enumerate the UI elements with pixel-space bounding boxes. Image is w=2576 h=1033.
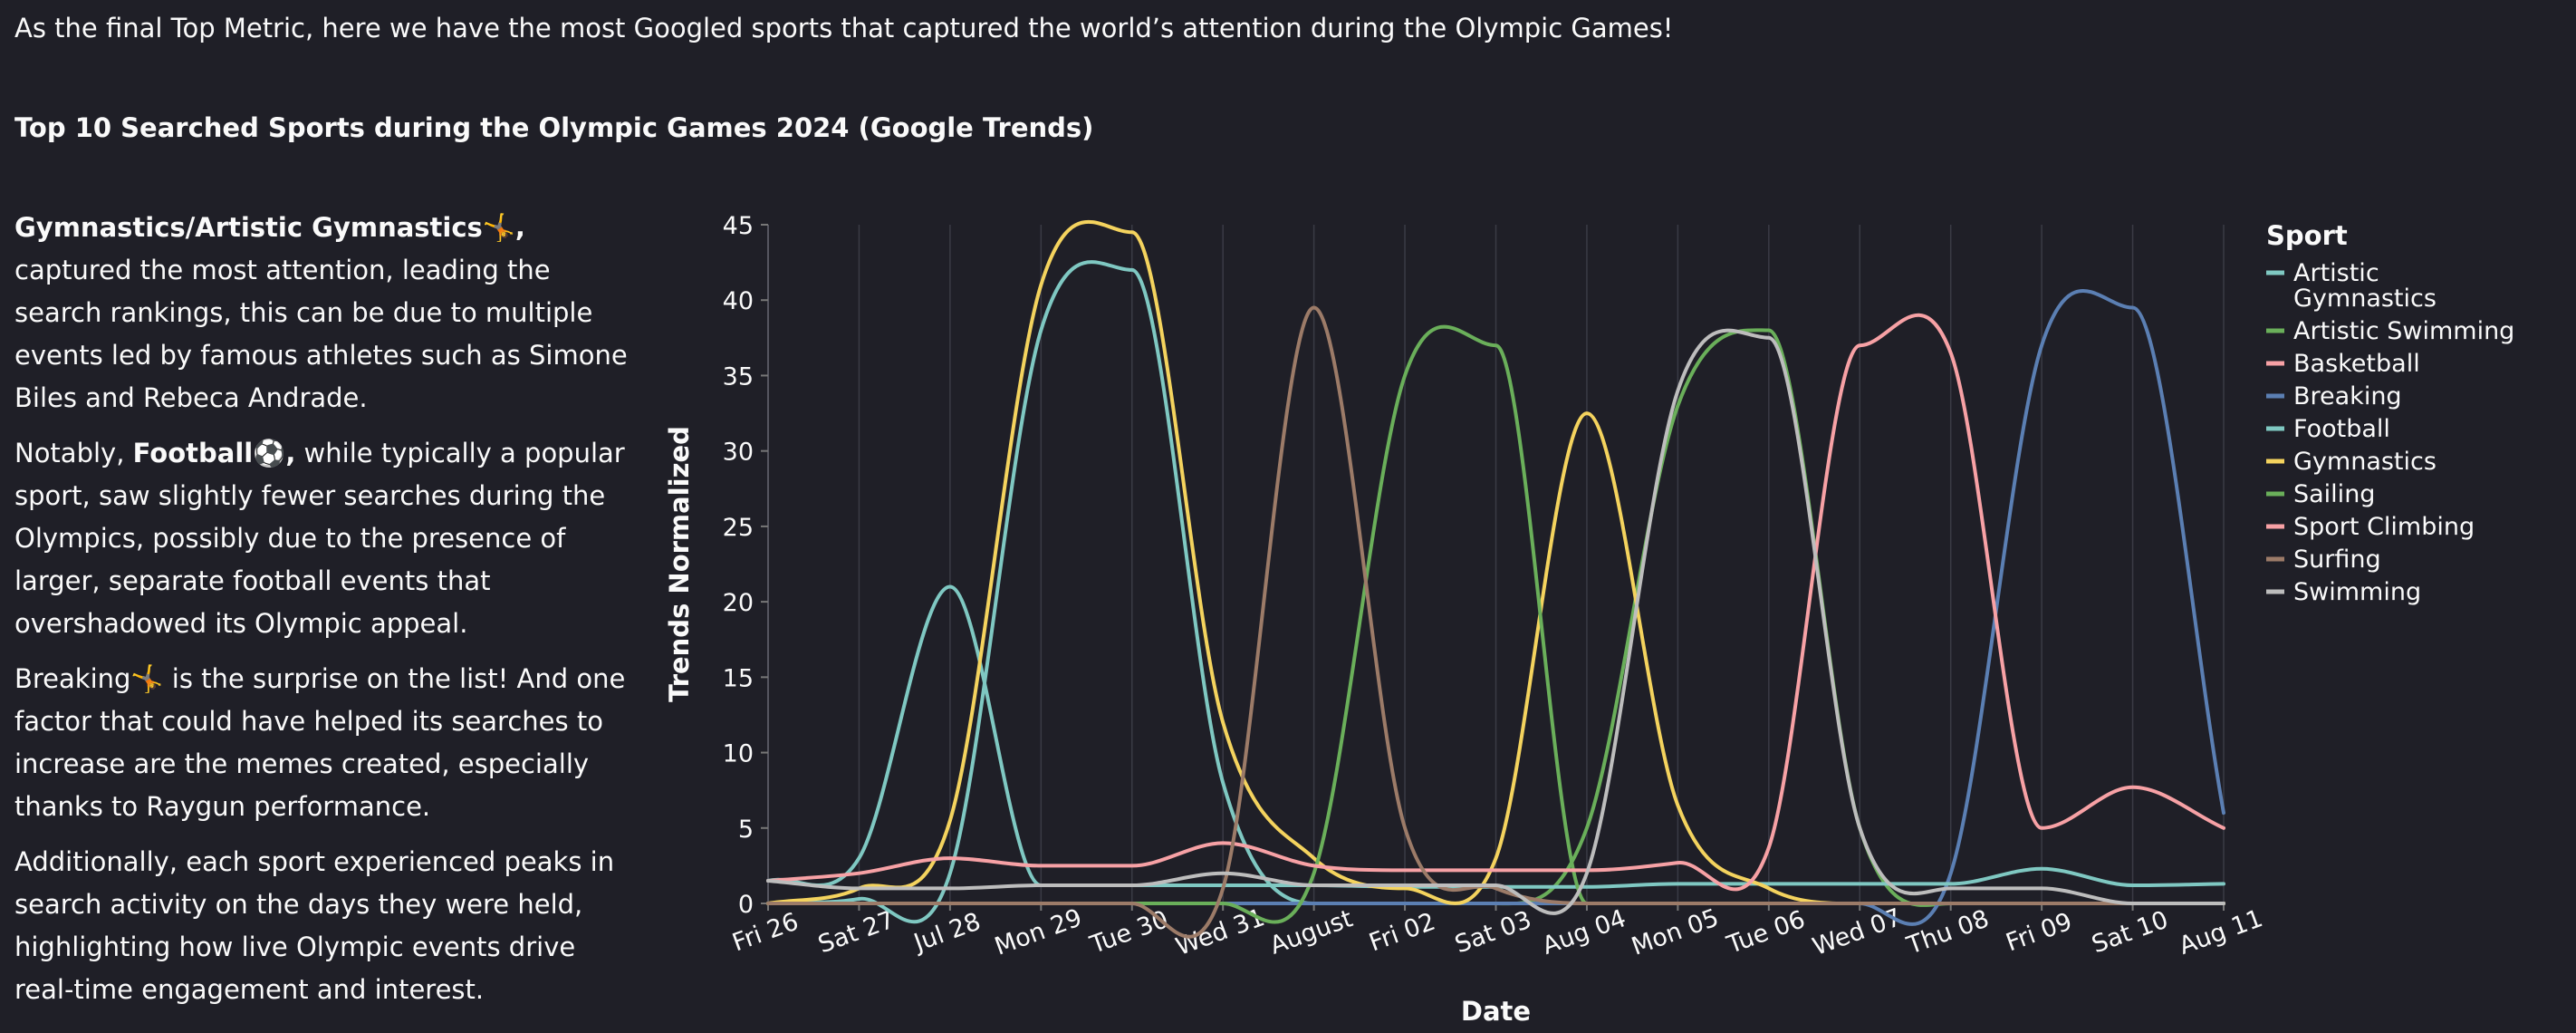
series-line-surfing — [766, 305, 2225, 939]
x-tick-label: Thu 08 — [1903, 904, 1994, 961]
x-tick-label: Jul 28 — [908, 908, 984, 959]
legend-label-gymnastics: Gymnastics — [2293, 448, 2437, 476]
x-tick-label: Fri 09 — [2003, 908, 2076, 958]
x-tick-label: Mon 05 — [1628, 903, 1722, 961]
x-tick-label: Tue 30 — [1086, 905, 1172, 960]
x-tick-label: Wed 07 — [1809, 903, 1905, 961]
x-tick-label: Sat 10 — [2088, 906, 2172, 960]
section-heading: Top 10 Searched Sports during the Olympi… — [14, 112, 1094, 143]
x-tick-label: Aug 11 — [2176, 904, 2267, 961]
legend-label-sailing: Sailing — [2293, 480, 2375, 508]
x-tick-label: Sat 03 — [1451, 906, 1535, 960]
x-tick-label: Sat 27 — [814, 906, 899, 960]
football-bold: Football⚽, — [132, 438, 296, 468]
y-tick-label: 40 — [723, 287, 754, 315]
y-tick-label: 0 — [738, 891, 754, 919]
gymnastics-bold: Gymnastics/Artistic Gymnastics🤸, — [14, 212, 525, 243]
x-tick-label: Wed 31 — [1172, 903, 1268, 961]
commentary: Gymnastics/Artistic Gymnastics🤸, capture… — [14, 207, 639, 1024]
y-tick-label: 5 — [738, 816, 754, 844]
x-tick-label: Tue 06 — [1723, 905, 1809, 960]
legend-label-basketball: Basketball — [2293, 350, 2420, 378]
football-text: while typically a popular sport, saw sli… — [14, 438, 625, 639]
series-line-sport-climbing — [766, 313, 2225, 892]
legend-label-swimming: Swimming — [2293, 578, 2421, 606]
paragraph-football: Notably, Football⚽, while typically a po… — [14, 432, 639, 645]
gymnastics-text: captured the most attention, leading the… — [14, 255, 628, 413]
intro-text: As the final Top Metric, here we have th… — [14, 13, 1674, 43]
legend-label-football: Football — [2293, 415, 2390, 443]
legend-label-artistic-swimming: Artistic Swimming — [2293, 317, 2514, 345]
series-line-swimming — [766, 328, 2225, 915]
legend-label-breaking: Breaking — [2293, 382, 2402, 410]
legend-title: Sport — [2266, 220, 2348, 251]
paragraph-gymnastics: Gymnastics/Artistic Gymnastics🤸, capture… — [14, 207, 639, 420]
y-axis-title: Trends Normalized — [664, 426, 695, 702]
legend-label-artistic-gymnastics: Artistic Gymnastics — [2293, 259, 2437, 313]
x-tick-label: August — [1266, 904, 1356, 960]
y-tick-label: 35 — [723, 362, 754, 391]
paragraph-peaks: Additionally, each sport experienced pea… — [14, 846, 615, 1005]
paragraph-breaking: Breaking🤸 is the surprise on the list! A… — [14, 663, 626, 822]
y-tick-label: 20 — [723, 589, 754, 617]
x-tick-label: Fri 02 — [1366, 908, 1439, 958]
y-tick-label: 10 — [723, 740, 754, 768]
legend-label-sport-climbing: Sport Climbing — [2293, 513, 2475, 541]
legend-label-surfing: Surfing — [2293, 545, 2381, 574]
football-pre: Notably, — [14, 438, 133, 468]
x-tick-label: Mon 29 — [991, 903, 1085, 961]
y-tick-label: 45 — [723, 212, 754, 240]
x-axis-title: Date — [1461, 996, 1531, 1027]
y-tick-label: 15 — [723, 664, 754, 692]
y-tick-label: 30 — [723, 439, 754, 467]
y-tick-label: 25 — [723, 514, 754, 542]
